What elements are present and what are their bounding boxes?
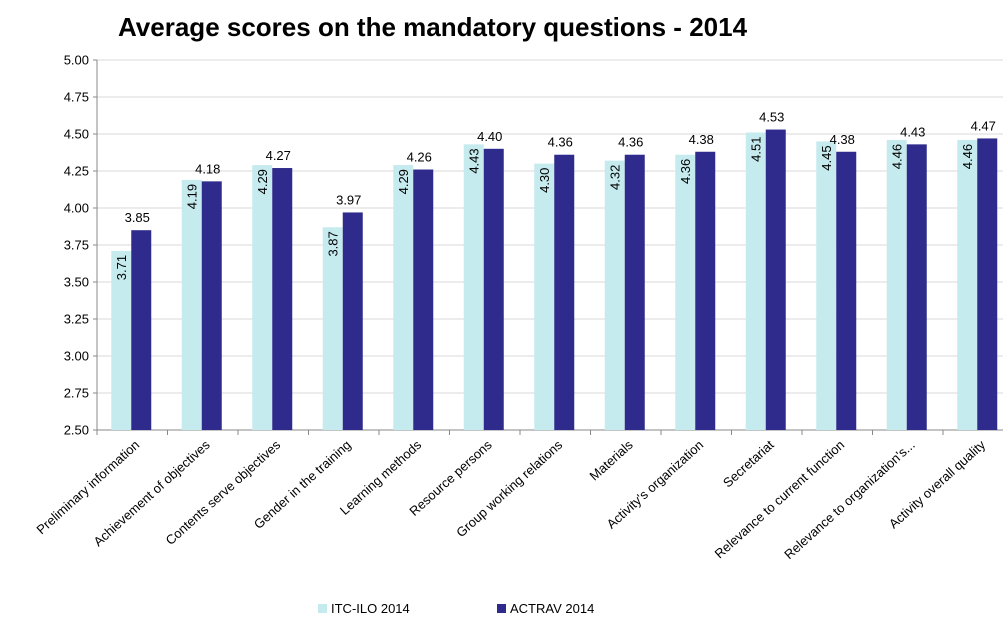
bar-actrav — [906, 144, 927, 431]
legend-label-actrav: ACTRAV 2014 — [510, 601, 595, 616]
y-tick-label: 3.50 — [64, 275, 89, 290]
y-tick-label: 4.75 — [64, 90, 89, 105]
y-tick-label: 2.75 — [64, 386, 89, 401]
data-label-actrav: 4.27 — [266, 148, 291, 163]
bar-actrav — [977, 138, 998, 430]
bar-itc-ilo — [463, 144, 484, 431]
data-label-itc-ilo: 3.87 — [326, 231, 341, 256]
data-label-itc-ilo: 4.30 — [537, 168, 552, 193]
bar-actrav — [342, 212, 363, 430]
x-tick-label: Relevance to organization's... — [781, 437, 917, 562]
x-tick-label: Materials — [587, 437, 637, 484]
x-tick-label: Contents serve objectives — [163, 437, 284, 548]
bar-actrav — [765, 129, 786, 430]
data-label-itc-ilo: 4.46 — [890, 144, 905, 169]
data-label-itc-ilo: 3.71 — [114, 255, 129, 280]
y-tick-label: 4.25 — [64, 164, 89, 179]
y-tick-label: 3.75 — [64, 238, 89, 253]
legend-swatch-actrav — [497, 604, 506, 613]
legend-swatch-itc-ilo — [318, 604, 327, 613]
x-tick-label: Relevance to current function — [712, 437, 848, 561]
data-label-actrav: 4.38 — [689, 132, 714, 147]
data-label-itc-ilo: 4.29 — [255, 169, 270, 194]
legend-label-itc-ilo: ITC-ILO 2014 — [331, 601, 410, 616]
data-label-itc-ilo: 4.29 — [396, 169, 411, 194]
bar-itc-ilo — [886, 139, 907, 431]
y-tick-label: 3.00 — [64, 349, 89, 364]
chart-title: Average scores on the mandatory question… — [118, 12, 748, 42]
bar-actrav — [554, 154, 575, 430]
data-label-actrav: 4.36 — [618, 135, 643, 150]
bar-itc-ilo — [393, 165, 414, 430]
data-label-actrav: 4.36 — [548, 135, 573, 150]
bar-itc-ilo — [252, 165, 273, 430]
data-label-itc-ilo: 4.46 — [960, 144, 975, 169]
bar-itc-ilo — [957, 139, 978, 431]
bar-actrav — [836, 151, 857, 430]
data-label-actrav: 4.38 — [830, 132, 855, 147]
bar-itc-ilo — [604, 160, 625, 430]
y-tick-label: 3.25 — [64, 312, 89, 327]
x-tick-label: Secretariat — [720, 437, 777, 490]
bar-itc-ilo — [111, 250, 132, 430]
data-label-actrav: 4.18 — [195, 161, 220, 176]
data-label-actrav: 4.43 — [900, 124, 925, 139]
data-label-itc-ilo: 4.51 — [749, 137, 764, 162]
data-label-actrav: 3.97 — [336, 192, 361, 207]
y-tick-label: 2.50 — [64, 423, 89, 438]
data-label-itc-ilo: 4.45 — [819, 145, 834, 170]
bar-actrav — [483, 148, 504, 431]
bar-actrav — [413, 169, 434, 430]
data-label-actrav: 4.40 — [477, 129, 502, 144]
y-tick-label: 5.00 — [64, 53, 89, 68]
y-tick-label: 4.50 — [64, 127, 89, 142]
data-label-itc-ilo: 4.43 — [467, 148, 482, 173]
bar-itc-ilo — [322, 227, 343, 430]
bar-actrav — [624, 154, 645, 430]
bar-itc-ilo — [675, 154, 696, 430]
y-tick-label: 4.00 — [64, 201, 89, 216]
bar-actrav — [201, 181, 222, 430]
data-label-itc-ilo: 4.32 — [608, 165, 623, 190]
data-label-actrav: 3.85 — [125, 210, 150, 225]
bar-itc-ilo — [181, 179, 202, 430]
data-label-itc-ilo: 4.36 — [678, 159, 693, 184]
bar-itc-ilo — [534, 163, 555, 430]
bar-actrav — [272, 168, 293, 431]
legend-item-actrav: ACTRAV 2014 — [497, 601, 594, 616]
data-label-actrav: 4.53 — [759, 110, 784, 125]
bar-actrav — [131, 230, 152, 430]
bar-actrav — [695, 151, 716, 430]
bar-itc-ilo — [745, 132, 766, 430]
data-label-actrav: 4.26 — [407, 150, 432, 165]
data-label-actrav: 4.47 — [971, 118, 996, 133]
legend-item-itc-ilo: ITC-ILO 2014 — [318, 601, 410, 616]
data-label-itc-ilo: 4.19 — [185, 184, 200, 209]
bar-itc-ilo — [816, 141, 837, 430]
x-tick-label: Achievement of objectives — [90, 437, 213, 550]
